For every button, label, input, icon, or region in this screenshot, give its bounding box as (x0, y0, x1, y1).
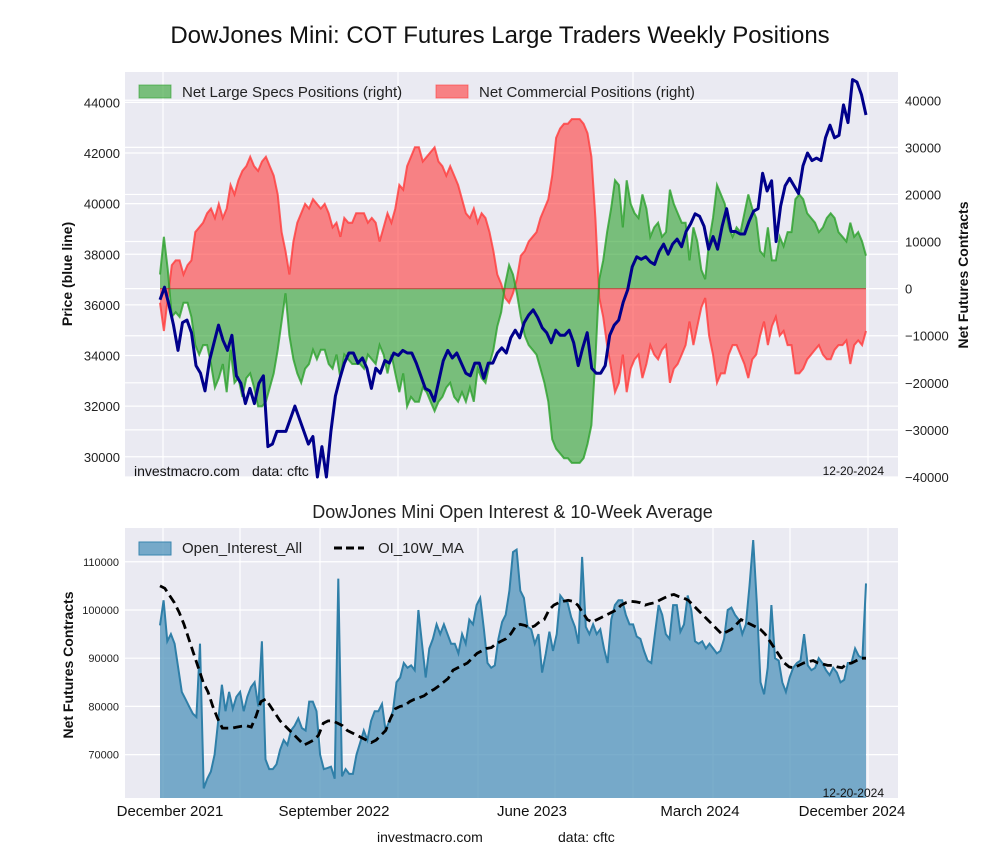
legend-swatch-commercial (435, 84, 469, 99)
left-tick-label: 42000 (84, 146, 120, 161)
legend-label-ma: OI_10W_MA (378, 540, 464, 557)
bottom-date-label: 12-20-2024 (823, 786, 885, 800)
right-tick-label: −20000 (905, 376, 949, 391)
right-tick-label: 30000 (905, 140, 941, 155)
right-tick-label: −40000 (905, 470, 949, 485)
bottom-y-tick-label: 70000 (88, 750, 119, 762)
top-watermark-site: investmacro.com (134, 463, 240, 479)
legend-swatch-specs (138, 84, 172, 99)
x-tick-label: December 2021 (117, 803, 224, 820)
bottom-series (159, 540, 867, 798)
left-tick-label: 34000 (84, 349, 120, 364)
footer-site: investmacro.com (377, 829, 483, 845)
specs-positions-line (159, 177, 867, 464)
top-date-label: 12-20-2024 (823, 464, 885, 478)
left-tick-label: 32000 (84, 399, 120, 414)
right-tick-label: −10000 (905, 329, 949, 344)
left-tick-label: 36000 (84, 298, 120, 313)
top-legend: Net Large Specs Positions (right) Net Co… (138, 84, 695, 101)
specs-positions-area (160, 180, 866, 463)
bottom-y-tick-label: 100000 (82, 605, 119, 617)
right-tick-label: 0 (905, 282, 912, 297)
bottom-axes: 70000 80000 90000 100000 110000 December 2021… (82, 557, 905, 820)
bottom-y-axis-label: Net Futures Contracts (60, 591, 76, 738)
price-line (158, 78, 868, 479)
bottom-y-tick-label: 80000 (88, 701, 119, 713)
legend-label-open-interest: Open_Interest_All (182, 540, 302, 557)
x-tick-label: December 2024 (799, 803, 906, 820)
left-tick-label: 44000 (84, 95, 120, 110)
right-axis-label: Net Futures Contracts (955, 201, 971, 348)
right-tick-label: −30000 (905, 423, 949, 438)
legend-swatch-open-interest (138, 541, 172, 556)
x-tick-label: September 2022 (279, 803, 390, 820)
commercial-positions-line (159, 118, 867, 396)
left-tick-label: 38000 (84, 247, 120, 262)
legend-label-specs: Net Large Specs Positions (right) (182, 84, 402, 101)
bottom-y-tick-label: 90000 (88, 653, 119, 665)
cot-positions-chart: 30000 32000 34000 36000 38000 40000 42000 44000… (59, 72, 971, 485)
main-title: DowJones Mini: COT Futures Large Traders… (170, 22, 830, 49)
top-watermark-source: data: cftc (252, 463, 309, 479)
left-tick-label: 30000 (84, 450, 120, 465)
right-tick-label: 40000 (905, 93, 941, 108)
commercial-positions-area (160, 119, 866, 393)
right-tick-label: 20000 (905, 187, 941, 202)
x-tick-label: June 2023 (497, 803, 567, 820)
bottom-legend: Open_Interest_All OI_10W_MA (138, 540, 464, 557)
top-series (158, 78, 868, 479)
right-tick-label: 10000 (905, 235, 941, 250)
open-interest-line (159, 540, 867, 789)
footer-source: data: cftc (558, 829, 615, 845)
left-axis-label: Price (blue line) (59, 222, 75, 326)
bottom-y-tick-label: 110000 (83, 557, 119, 569)
ma-10w-line (159, 584, 866, 747)
open-interest-title: DowJones Mini Open Interest & 10-Week Av… (312, 502, 713, 522)
x-tick-label: March 2024 (660, 803, 739, 820)
left-tick-label: 40000 (84, 197, 120, 212)
top-axes: 30000 32000 34000 36000 38000 40000 42000 44000… (84, 93, 949, 485)
legend-label-commercial: Net Commercial Positions (right) (479, 84, 695, 101)
